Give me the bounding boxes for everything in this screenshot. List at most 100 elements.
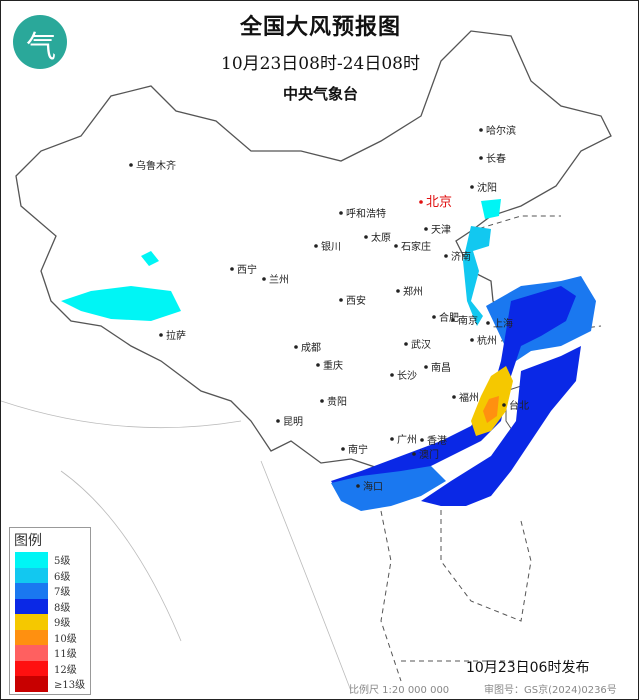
city-marker (129, 163, 133, 167)
city-marker (444, 254, 448, 258)
city-marker (486, 321, 490, 325)
legend-heading: 图例 (14, 533, 42, 549)
legend-item: 7级 (10, 583, 90, 599)
wind-area-level-5 (61, 286, 181, 321)
city-marker (339, 211, 343, 215)
city-marker (276, 419, 280, 423)
cma-logo-icon: 气 (13, 15, 67, 69)
legend-item: 5级 (10, 552, 90, 568)
wind-area-level-8 (421, 346, 581, 506)
city-marker (470, 185, 474, 189)
legend-item: 6级 (10, 567, 90, 583)
wind-area-level-8 (331, 286, 576, 501)
legend-label: 8级 (54, 602, 71, 614)
city-label: 太原 (371, 231, 391, 244)
city-marker (420, 438, 424, 442)
legend-label: ≥13级 (54, 680, 86, 692)
city-marker (396, 289, 400, 293)
forecast-period: 10月23日08时-24日08时 (221, 54, 420, 74)
china-outline (1, 30, 612, 692)
city-marker (479, 156, 483, 160)
map-scale: 比例尺 1:20 000 000 (349, 685, 450, 696)
city-marker (432, 315, 436, 319)
legend-swatch (15, 552, 48, 568)
city-marker (262, 277, 266, 281)
legend-item: 12级 (10, 660, 90, 676)
legend-swatch (15, 614, 48, 630)
legend-label: 12级 (54, 664, 77, 676)
city-label: 台北 (509, 399, 529, 412)
map-title: 全国大风预报图 (239, 15, 401, 40)
city-label: 重庆 (323, 359, 343, 372)
city-label: 天津 (431, 224, 451, 236)
city-label: 海口 (363, 480, 383, 493)
city-label: 长沙 (397, 370, 417, 382)
legend-label: 6级 (54, 571, 71, 583)
city-marker (452, 395, 456, 399)
wind-area-level-5 (141, 251, 159, 266)
map-approval-number: 审图号：GS京(2024)0236号 (484, 685, 617, 696)
city-label: 福州 (459, 391, 479, 404)
city-marker (316, 363, 320, 367)
legend-item: 11级 (10, 645, 90, 661)
city-label: 香港 (427, 435, 447, 447)
city-marker (424, 365, 428, 369)
city-label: 南宁 (348, 443, 368, 456)
wind-area-level-10 (483, 396, 499, 423)
legend-item: 9级 (10, 614, 90, 630)
city-label: 贵阳 (327, 395, 347, 408)
city-label: 合肥 (439, 311, 459, 324)
city-marker (479, 128, 483, 132)
city-label: 澳门 (419, 448, 439, 461)
city-marker (502, 403, 506, 407)
city-label: 南昌 (431, 361, 451, 374)
wind-area-level-5 (481, 199, 501, 219)
city-marker (394, 244, 398, 248)
city-label: 上海 (493, 317, 513, 330)
legend-label: 10级 (54, 633, 77, 645)
wind-area-level-7 (331, 466, 446, 511)
city-label: 西安 (346, 294, 366, 307)
legend-swatch (15, 598, 48, 614)
city-label: 郑州 (403, 285, 423, 298)
issued-time: 10月23日06时发布 (466, 660, 590, 676)
city-marker (364, 235, 368, 239)
city-marker (390, 373, 394, 377)
legend-label: 5级 (54, 556, 71, 568)
legend-item: 8级 (10, 598, 90, 614)
city-marker (412, 452, 416, 456)
city-label: 杭州 (477, 334, 497, 347)
city-marker (320, 399, 324, 403)
city-label: 哈尔滨 (486, 124, 516, 137)
city-marker (341, 447, 345, 451)
wind-areas (61, 199, 596, 511)
city-marker (294, 345, 298, 349)
city-label: 武汉 (411, 338, 431, 351)
city-label: 拉萨 (166, 329, 186, 342)
city-marker (470, 338, 474, 342)
city-marker (424, 227, 428, 231)
city-marker (404, 342, 408, 346)
city-label: 广州 (397, 434, 417, 446)
legend-swatch (15, 567, 48, 583)
legend: 图例 5级 6级 7级 8级 9级 10级 11级 12级 ≥13级 (9, 527, 91, 695)
city-label: 济南 (451, 250, 471, 263)
legend-swatch (15, 645, 48, 661)
city-label: 北京 (426, 195, 452, 210)
city-label: 西宁 (237, 263, 257, 276)
city-marker (339, 298, 343, 302)
legend-swatch (15, 583, 48, 599)
city-marker (356, 484, 360, 488)
city-label: 昆明 (283, 416, 303, 428)
city-label: 长春 (486, 153, 506, 165)
city-marker (390, 437, 394, 441)
city-label: 石家庄 (401, 240, 431, 253)
legend-swatch (15, 660, 48, 676)
legend-label: 9级 (54, 618, 71, 630)
city-label: 呼和浩特 (346, 208, 386, 220)
city-marker (159, 333, 163, 337)
city-marker (230, 267, 234, 271)
agency: 中央气象台 (282, 85, 358, 103)
